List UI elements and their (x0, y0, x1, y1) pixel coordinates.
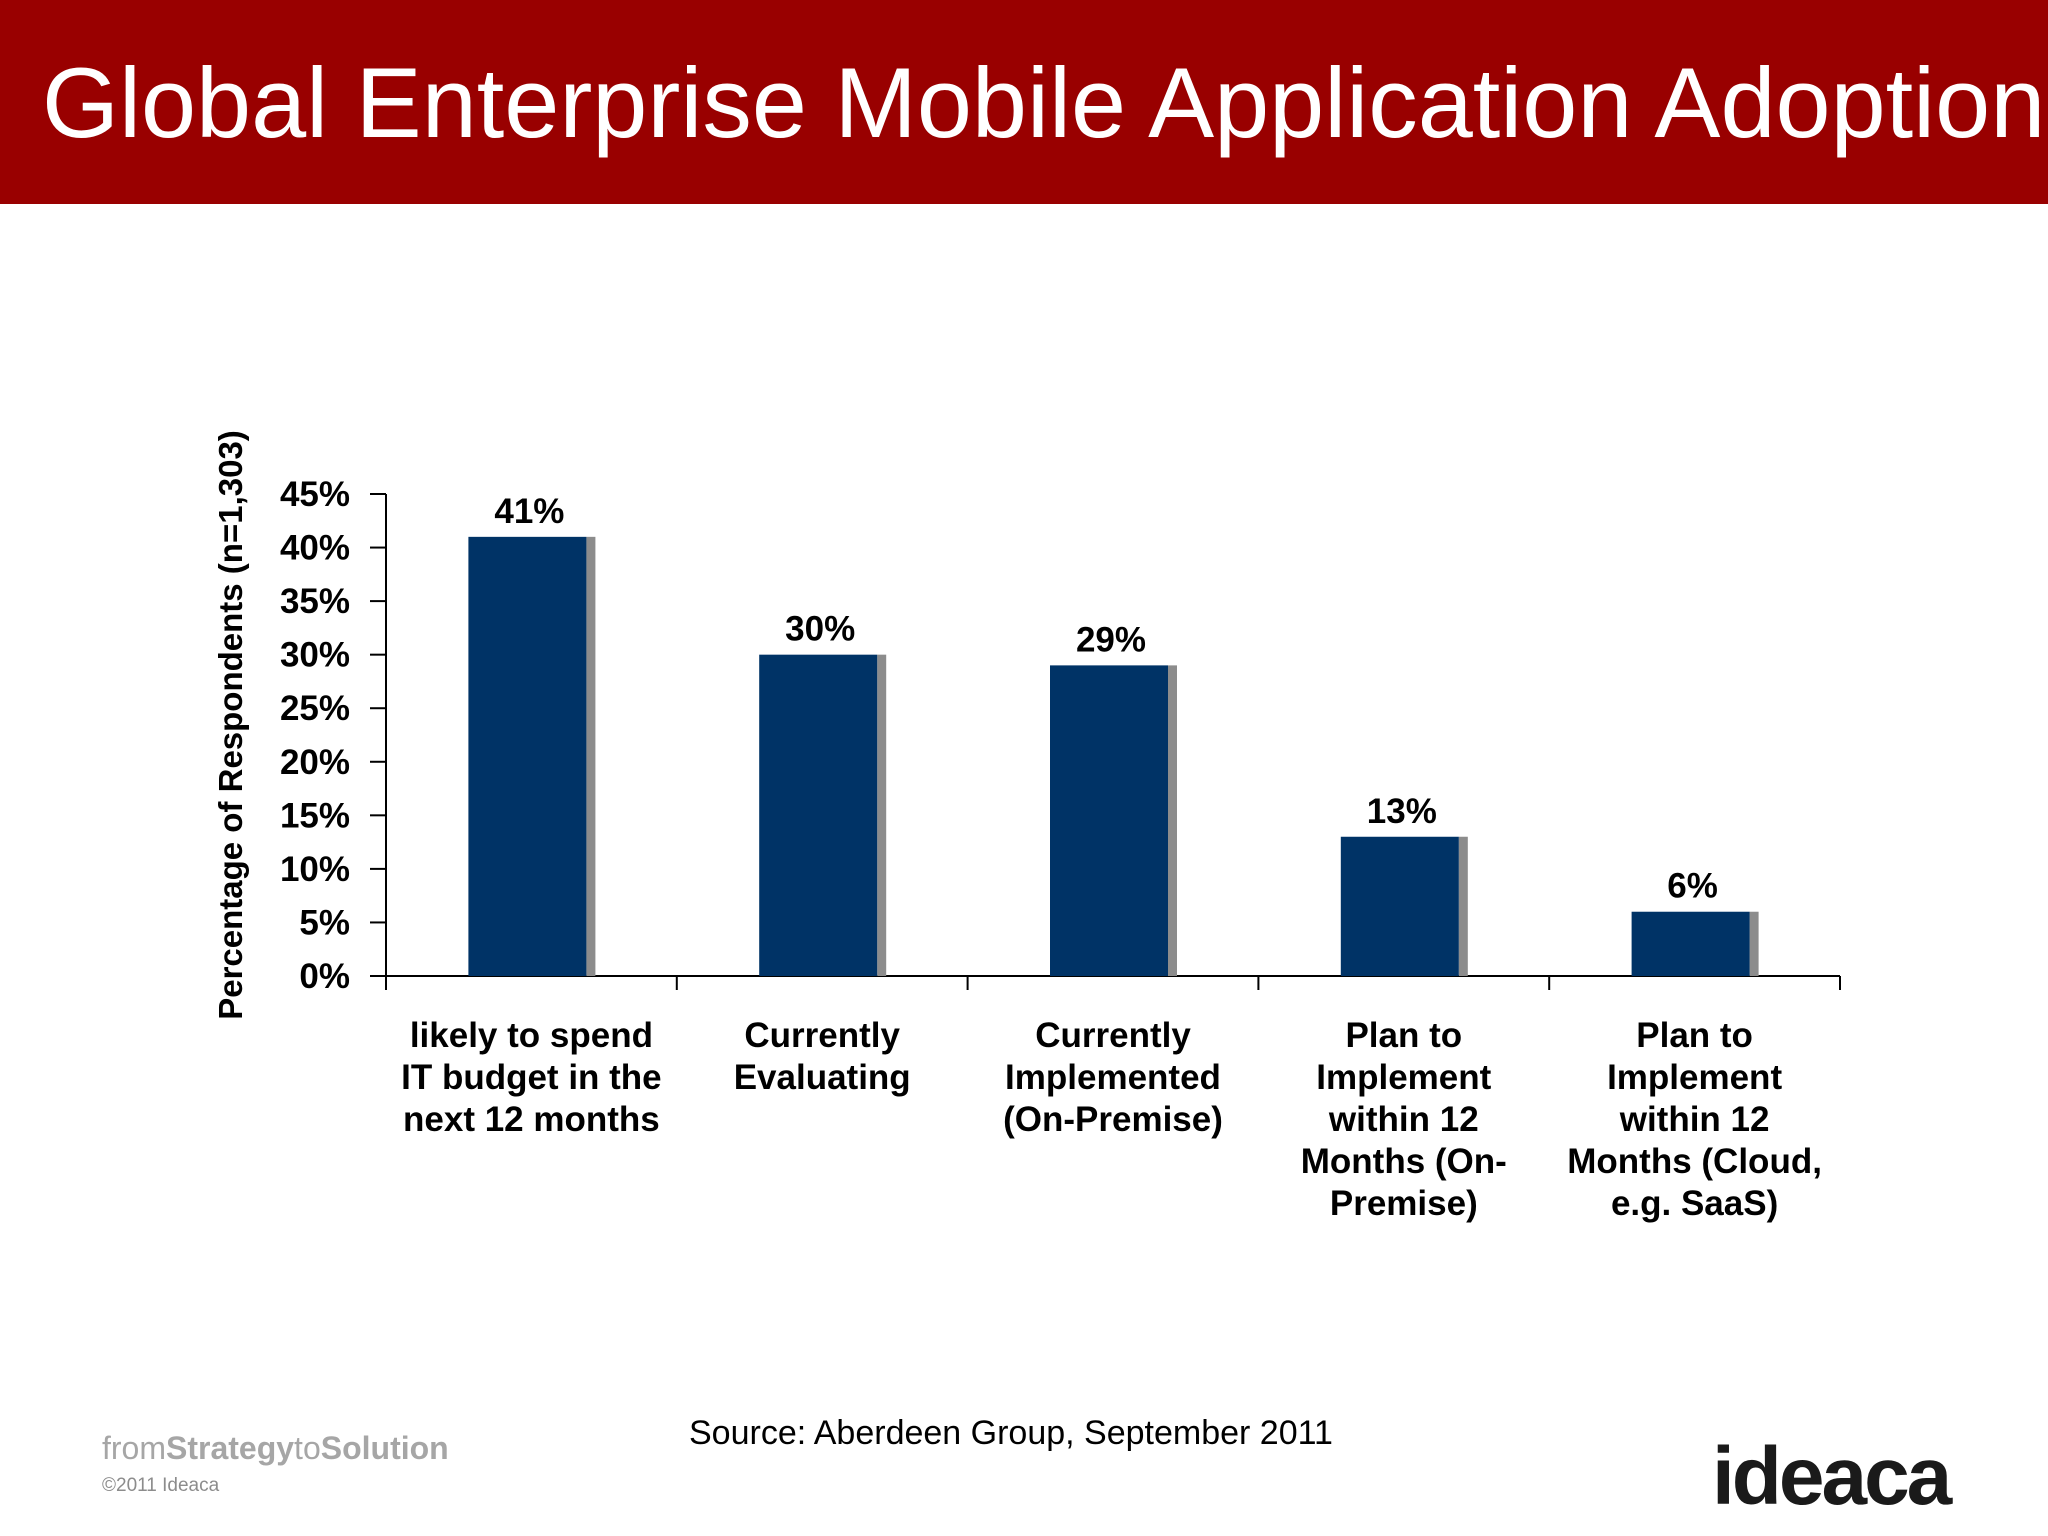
bar (1631, 911, 1750, 976)
category-label: Months (Cloud, (1567, 1142, 1822, 1181)
category-label: IT budget in the (401, 1058, 662, 1097)
y-tick-label: 15% (280, 796, 350, 835)
bar-shadow (586, 536, 596, 976)
data-label: 41% (494, 492, 564, 531)
category-label: within 12 (1328, 1100, 1479, 1139)
category-label: Currently (744, 1016, 900, 1055)
category-label: Implement (1316, 1058, 1491, 1097)
bar-shadow (1749, 911, 1759, 976)
bar-shadow (1168, 665, 1177, 976)
y-tick-label: 0% (299, 957, 350, 996)
bar (759, 654, 878, 976)
y-tick-label: 5% (299, 903, 350, 942)
category-label: Implemented (1005, 1058, 1221, 1097)
category-label: likely to spend (410, 1016, 653, 1055)
category-label: (On-Premise) (1003, 1100, 1223, 1139)
y-tick-label: 35% (280, 582, 350, 621)
title-bar (0, 0, 2048, 204)
category-label: next 12 months (403, 1100, 660, 1139)
bar-shadow (1458, 836, 1468, 976)
y-tick-label: 25% (280, 689, 350, 728)
category-label: Evaluating (734, 1058, 911, 1097)
y-axis-title: Percentage of Respondents (n=1,303) (212, 430, 249, 1020)
slide-title: Global Enterprise Mobile Application Ado… (42, 47, 2046, 158)
copyright-text: ©2011 Ideaca (102, 1475, 220, 1496)
y-tick-label: 20% (280, 743, 350, 782)
bar-chart: 0% 5% 10% 15% 20% 25% 30% 35% 40% 45% 41% likely to… (212, 430, 1841, 1223)
bar (468, 536, 587, 976)
tagline-logo: fromStrategytoSolution (102, 1430, 449, 1466)
y-tick-label: 10% (280, 850, 350, 889)
y-tick-label: 30% (280, 636, 350, 675)
y-tick-label: 40% (280, 529, 350, 568)
category-label: Premise) (1330, 1184, 1478, 1223)
category-label: Plan to (1636, 1016, 1753, 1055)
data-label: 30% (785, 610, 855, 649)
bar (1340, 836, 1459, 976)
category-label: Implement (1607, 1058, 1782, 1097)
ideaca-logo: ideaca (1712, 1431, 1952, 1522)
y-tick-label: 45% (280, 475, 350, 514)
data-label: 13% (1367, 792, 1437, 831)
category-label: Months (On- (1301, 1142, 1507, 1181)
category-label: Plan to (1345, 1016, 1462, 1055)
category-label: e.g. SaaS) (1611, 1184, 1778, 1223)
source-citation: Source: Aberdeen Group, September 2011 (689, 1414, 1333, 1452)
category-label: within 12 (1619, 1100, 1770, 1139)
category-label: Currently (1035, 1016, 1191, 1055)
bar-shadow (877, 654, 887, 976)
bar (1050, 665, 1168, 976)
data-label: 29% (1076, 620, 1146, 659)
data-label: 6% (1667, 867, 1718, 906)
